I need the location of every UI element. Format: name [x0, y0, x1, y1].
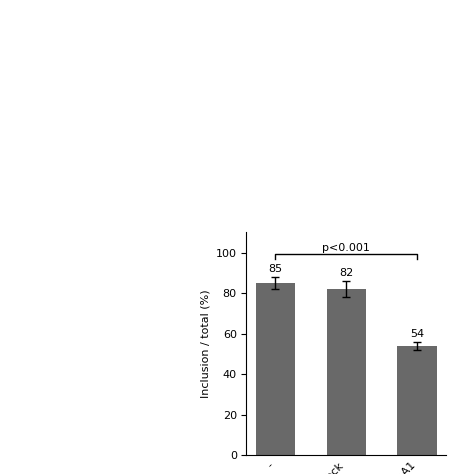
Text: 82: 82 — [339, 268, 353, 278]
Text: p<0.001: p<0.001 — [322, 243, 370, 253]
Bar — [398, 346, 437, 455]
Bar — [327, 289, 365, 455]
Text: 54: 54 — [410, 328, 424, 338]
Text: 85: 85 — [268, 264, 282, 274]
Y-axis label: Inclusion / total (%): Inclusion / total (%) — [200, 289, 210, 398]
Bar — [255, 283, 294, 455]
